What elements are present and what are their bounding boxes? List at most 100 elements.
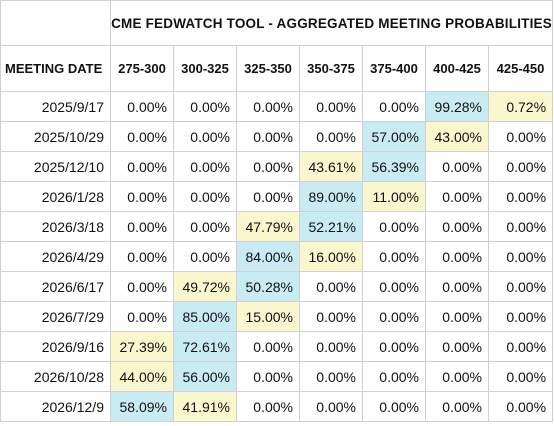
probability-cell[interactable]: 41.91% bbox=[173, 391, 237, 422]
probability-cell[interactable]: 0.00% bbox=[425, 361, 489, 392]
meeting-date-cell[interactable]: 2026/7/29 bbox=[0, 301, 111, 332]
meeting-date-cell[interactable]: 2026/1/28 bbox=[0, 181, 111, 212]
probability-cell[interactable]: 0.00% bbox=[236, 331, 300, 362]
probability-cell[interactable]: 0.00% bbox=[299, 301, 363, 332]
probability-cell[interactable]: 16.00% bbox=[299, 241, 363, 272]
probability-cell[interactable]: 0.00% bbox=[299, 271, 363, 302]
probability-cell[interactable]: 0.00% bbox=[487, 331, 554, 362]
table-row: 2025/10/29 0.00% 0.00% 0.00% 0.00% 57.00% 43.0… bbox=[0, 121, 554, 152]
probability-cell[interactable]: 0.00% bbox=[110, 301, 174, 332]
probability-cell[interactable]: 0.00% bbox=[299, 391, 363, 422]
probability-cell[interactable]: 0.00% bbox=[110, 91, 174, 122]
probability-cell[interactable]: 43.00% bbox=[425, 121, 489, 152]
probability-cell[interactable]: 0.00% bbox=[362, 301, 426, 332]
rate-range-header[interactable]: 300-325 bbox=[173, 45, 237, 92]
probability-cell[interactable]: 47.79% bbox=[236, 211, 300, 242]
probability-cell[interactable]: 0.00% bbox=[487, 181, 554, 212]
table-title[interactable]: CME FEDWATCH TOOL - AGGREGATED MEETING P… bbox=[109, 0, 554, 46]
probability-cell[interactable]: 0.00% bbox=[299, 121, 363, 152]
probability-cell[interactable]: 11.00% bbox=[362, 181, 426, 212]
probability-cell[interactable]: 0.00% bbox=[362, 271, 426, 302]
probability-cell[interactable]: 0.00% bbox=[425, 241, 489, 272]
probability-cell[interactable]: 43.61% bbox=[299, 151, 363, 182]
rate-range-header[interactable]: 425-450 bbox=[487, 45, 554, 92]
probability-cell[interactable]: 0.00% bbox=[487, 241, 554, 272]
meeting-date-header[interactable]: MEETING DATE bbox=[0, 45, 111, 92]
probability-cell[interactable]: 0.00% bbox=[173, 241, 237, 272]
probability-cell[interactable]: 56.39% bbox=[362, 151, 426, 182]
probability-cell[interactable]: 89.00% bbox=[299, 181, 363, 212]
probability-cell[interactable]: 27.39% bbox=[110, 331, 174, 362]
probability-cell[interactable]: 0.00% bbox=[236, 181, 300, 212]
probability-cell[interactable]: 0.00% bbox=[110, 121, 174, 152]
probability-cell[interactable]: 0.00% bbox=[299, 91, 363, 122]
probability-cell[interactable]: 0.00% bbox=[299, 331, 363, 362]
probability-cell[interactable]: 0.00% bbox=[173, 181, 237, 212]
probability-cell[interactable]: 0.00% bbox=[425, 301, 489, 332]
probability-cell[interactable]: 0.72% bbox=[487, 91, 554, 122]
rate-range-header[interactable]: 275-300 bbox=[110, 45, 174, 92]
probability-cell[interactable]: 72.61% bbox=[173, 331, 237, 362]
meeting-date-cell[interactable]: 2026/10/28 bbox=[0, 361, 111, 392]
probability-cell[interactable]: 0.00% bbox=[487, 301, 554, 332]
probability-cell[interactable]: 99.28% bbox=[425, 91, 489, 122]
probability-cell[interactable]: 0.00% bbox=[299, 361, 363, 392]
probability-cell[interactable]: 0.00% bbox=[362, 211, 426, 242]
probability-cell[interactable]: 15.00% bbox=[236, 301, 300, 332]
probability-cell[interactable]: 52.21% bbox=[299, 211, 363, 242]
probability-cell[interactable]: 0.00% bbox=[487, 121, 554, 152]
probability-cell[interactable]: 50.28% bbox=[236, 271, 300, 302]
probability-cell[interactable]: 0.00% bbox=[425, 331, 489, 362]
meeting-date-cell[interactable]: 2025/9/17 bbox=[0, 91, 111, 122]
probability-cell[interactable]: 0.00% bbox=[487, 151, 554, 182]
rate-range-header[interactable]: 325-350 bbox=[236, 45, 300, 92]
corner-cell[interactable] bbox=[0, 0, 111, 46]
probability-cell[interactable]: 0.00% bbox=[362, 241, 426, 272]
probability-cell[interactable]: 0.00% bbox=[425, 151, 489, 182]
probability-cell[interactable]: 0.00% bbox=[425, 211, 489, 242]
probability-cell[interactable]: 0.00% bbox=[173, 121, 237, 152]
probability-cell[interactable]: 58.09% bbox=[110, 391, 174, 422]
probability-cell[interactable]: 85.00% bbox=[173, 301, 237, 332]
probability-cell[interactable]: 0.00% bbox=[173, 211, 237, 242]
probability-cell[interactable]: 44.00% bbox=[110, 361, 174, 392]
probability-cell[interactable]: 0.00% bbox=[236, 151, 300, 182]
probability-cell[interactable]: 0.00% bbox=[362, 331, 426, 362]
meeting-date-cell[interactable]: 2026/6/17 bbox=[0, 271, 111, 302]
rate-range-header[interactable]: 350-375 bbox=[299, 45, 363, 92]
probability-cell[interactable]: 0.00% bbox=[236, 121, 300, 152]
rate-range-header[interactable]: 375-400 bbox=[362, 45, 426, 92]
probability-cell[interactable]: 0.00% bbox=[110, 271, 174, 302]
probability-cell[interactable]: 0.00% bbox=[110, 211, 174, 242]
probability-cell[interactable]: 0.00% bbox=[487, 391, 554, 422]
probability-cell[interactable]: 0.00% bbox=[236, 391, 300, 422]
meeting-date-cell[interactable]: 2026/4/29 bbox=[0, 241, 111, 272]
probability-cell[interactable]: 0.00% bbox=[110, 151, 174, 182]
probability-cell[interactable]: 0.00% bbox=[173, 151, 237, 182]
probability-cell[interactable]: 0.00% bbox=[487, 361, 554, 392]
meeting-date-cell[interactable]: 2026/9/16 bbox=[0, 331, 111, 362]
probability-cell[interactable]: 0.00% bbox=[362, 391, 426, 422]
probability-cell[interactable]: 0.00% bbox=[425, 391, 489, 422]
probability-cell[interactable]: 0.00% bbox=[110, 181, 174, 212]
probability-cell[interactable]: 0.00% bbox=[236, 91, 300, 122]
meeting-date-cell[interactable]: 2025/12/10 bbox=[0, 151, 111, 182]
probability-cell[interactable]: 0.00% bbox=[236, 361, 300, 392]
meeting-date-cell[interactable]: 2026/3/18 bbox=[0, 211, 111, 242]
probability-cell[interactable]: 0.00% bbox=[487, 271, 554, 302]
probability-cell[interactable]: 57.00% bbox=[362, 121, 426, 152]
probability-cell[interactable]: 0.00% bbox=[425, 181, 489, 212]
probability-cell[interactable]: 0.00% bbox=[362, 361, 426, 392]
probability-cell[interactable]: 56.00% bbox=[173, 361, 237, 392]
rate-range-header[interactable]: 400-425 bbox=[425, 45, 489, 92]
probability-cell[interactable]: 0.00% bbox=[173, 91, 237, 122]
probability-cell[interactable]: 0.00% bbox=[110, 241, 174, 272]
probability-cell[interactable]: 0.00% bbox=[425, 271, 489, 302]
meeting-date-cell[interactable]: 2026/12/9 bbox=[0, 391, 111, 422]
probability-cell[interactable]: 49.72% bbox=[173, 271, 237, 302]
probability-cell[interactable]: 0.00% bbox=[487, 211, 554, 242]
meeting-date-cell[interactable]: 2025/10/29 bbox=[0, 121, 111, 152]
probability-cell[interactable]: 0.00% bbox=[362, 91, 426, 122]
probability-cell[interactable]: 84.00% bbox=[236, 241, 300, 272]
